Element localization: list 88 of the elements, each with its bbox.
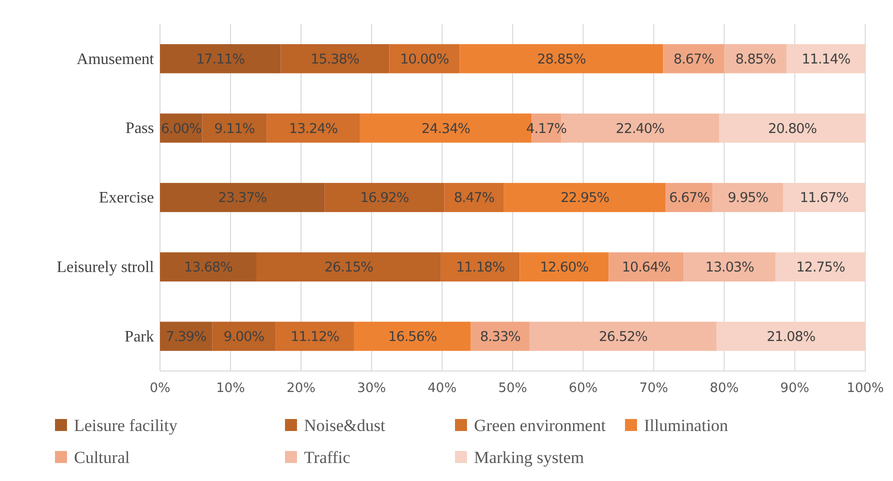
data-label: 8.47% xyxy=(454,190,495,206)
x-tick-label: 70% xyxy=(639,381,668,396)
bar xyxy=(354,322,471,351)
legend-label: Noise&dust xyxy=(304,416,386,435)
legend-label: Traffic xyxy=(304,448,351,467)
bar xyxy=(684,252,776,282)
data-label: 17.11% xyxy=(196,51,246,68)
data-label: 10.00% xyxy=(400,51,450,68)
data-label: 11.67% xyxy=(800,190,850,206)
bar xyxy=(444,182,504,212)
data-label: 13.24% xyxy=(289,120,338,137)
y-tick-label: Leisurely stroll xyxy=(56,259,155,276)
data-label: 13.68% xyxy=(184,260,234,276)
bar xyxy=(719,114,866,143)
bar xyxy=(504,182,666,212)
x-tick-label: 30% xyxy=(357,381,386,396)
x-tick-label: 80% xyxy=(710,381,739,396)
data-label: 11.12% xyxy=(290,329,340,346)
bar xyxy=(530,322,717,351)
bar xyxy=(712,182,783,212)
data-label: 16.92% xyxy=(360,190,410,206)
x-tick-label: 100% xyxy=(846,381,884,396)
data-label: 9.11% xyxy=(214,120,256,137)
bar xyxy=(440,252,520,282)
legend-label: Cultural xyxy=(74,448,130,467)
data-label: 7.39% xyxy=(166,329,207,346)
bar xyxy=(776,252,866,282)
y-tick-label: Exercise xyxy=(98,190,154,207)
data-label: 8.67% xyxy=(674,51,715,68)
data-label: 26.15% xyxy=(324,260,374,276)
bar xyxy=(663,44,724,74)
data-label: 9.00% xyxy=(224,329,265,346)
data-label: 26.52% xyxy=(598,329,648,346)
bar xyxy=(786,44,866,74)
x-tick-label: 90% xyxy=(780,381,810,396)
data-label: 9.95% xyxy=(728,190,769,206)
data-label: 16.56% xyxy=(388,329,438,346)
legend-label: Leisure facility xyxy=(74,416,178,435)
bar xyxy=(520,252,609,282)
bar xyxy=(160,252,256,282)
data-label: 11.14% xyxy=(802,51,851,68)
x-tick-label: 60% xyxy=(568,381,598,396)
bar xyxy=(782,182,866,212)
data-label: 4.17% xyxy=(526,120,568,137)
bar xyxy=(280,44,390,74)
data-label: 6.67% xyxy=(669,190,710,206)
x-tick-label: 20% xyxy=(286,381,316,396)
data-label: 21.08% xyxy=(766,329,816,346)
bar xyxy=(160,322,212,351)
data-label: 28.85% xyxy=(537,51,586,68)
bar xyxy=(324,182,444,212)
data-label: 13.03% xyxy=(705,260,755,276)
bar xyxy=(160,44,281,74)
bar xyxy=(212,322,276,351)
data-label: 6.00% xyxy=(160,120,202,137)
bar xyxy=(266,114,360,143)
bar xyxy=(202,114,267,143)
legend-label: Marking system xyxy=(474,448,584,467)
bar xyxy=(716,322,866,351)
legend-label: Illumination xyxy=(644,416,729,435)
data-label: 23.37% xyxy=(218,190,268,206)
data-label: 8.33% xyxy=(480,329,522,346)
data-label: 20.80% xyxy=(768,120,818,137)
data-label: 22.40% xyxy=(616,120,665,137)
data-label: 22.95% xyxy=(560,190,610,206)
x-tick-label: 40% xyxy=(428,381,457,396)
bar xyxy=(608,252,684,282)
data-label: 12.60% xyxy=(540,260,590,276)
y-tick-label: Amusement xyxy=(76,50,155,68)
x-tick-label: 10% xyxy=(216,381,245,396)
bar xyxy=(389,44,460,74)
x-tick-label: 50% xyxy=(498,381,528,396)
data-label: 10.64% xyxy=(622,260,672,276)
bar xyxy=(160,182,325,212)
data-label: 12.75% xyxy=(796,260,846,276)
bar xyxy=(470,322,530,351)
data-label: 15.38% xyxy=(310,51,360,68)
data-label: 24.34% xyxy=(422,120,471,137)
y-tick-label: Pass xyxy=(126,120,154,138)
bar xyxy=(460,44,664,74)
y-tick-label: Park xyxy=(124,328,154,346)
bar xyxy=(276,322,354,351)
x-tick-label: 0% xyxy=(150,381,170,396)
bar xyxy=(256,252,441,282)
data-label: 11.18% xyxy=(456,260,506,276)
bar xyxy=(724,44,787,74)
legend-label: Green environment xyxy=(474,416,606,435)
data-label: 8.85% xyxy=(735,51,776,68)
